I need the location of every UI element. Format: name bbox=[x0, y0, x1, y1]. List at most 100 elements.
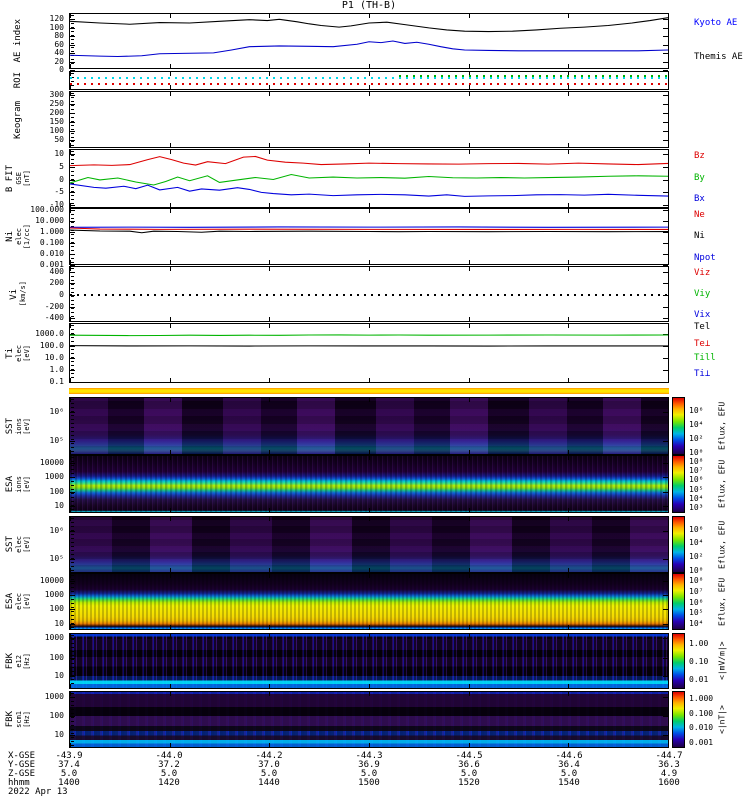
axis-value: 36.6 bbox=[458, 760, 480, 770]
axis-value: 5.0 bbox=[560, 769, 578, 779]
colorbar-tick: 10⁸ bbox=[689, 456, 704, 466]
colorbar-tick: 10⁴ bbox=[689, 538, 704, 548]
x-major-tick bbox=[369, 324, 370, 328]
x-major-tick bbox=[169, 14, 171, 18]
x-major-tick bbox=[568, 64, 570, 68]
x-major-tick bbox=[568, 634, 570, 638]
x-major-tick bbox=[70, 456, 71, 460]
x-major-tick bbox=[369, 203, 370, 207]
ylabel-line: [eV] bbox=[23, 417, 31, 435]
panel-ylabel-sst-ions: SST ions [eV] bbox=[2, 397, 34, 455]
axis-row-label: hhmm bbox=[8, 778, 30, 788]
y-major-tick bbox=[663, 346, 668, 348]
x-major-tick bbox=[668, 568, 669, 572]
panel-esa-elec bbox=[69, 573, 669, 630]
ylabel-line: scm1 bbox=[15, 711, 23, 728]
x-major-tick bbox=[568, 568, 570, 572]
legend-ni: Ni bbox=[694, 230, 705, 241]
legend-till: Till bbox=[694, 353, 716, 364]
y-major-tick bbox=[663, 271, 668, 273]
x-major-tick bbox=[668, 150, 669, 154]
colorbar-unit: Eflux, EFU bbox=[717, 401, 727, 451]
x-major-tick bbox=[269, 450, 271, 454]
colorbar-sst-ions bbox=[672, 397, 685, 455]
x-major-tick bbox=[668, 64, 669, 68]
colorbar-tick: 10⁴ bbox=[689, 419, 704, 429]
y-major-tick bbox=[70, 346, 75, 348]
panel-ni bbox=[69, 208, 669, 266]
ylabel-line: B FIT bbox=[5, 164, 15, 193]
ylabel-line: SST bbox=[5, 536, 15, 553]
y-tick-label: -10 bbox=[49, 200, 64, 210]
y-major-tick bbox=[70, 19, 75, 21]
panel-roi bbox=[69, 71, 669, 90]
y-tick-label: 100 bbox=[49, 652, 64, 662]
colorbar-tick: 10⁴ bbox=[689, 619, 704, 629]
x-major-tick bbox=[169, 143, 171, 147]
ylabel-line: Ni bbox=[5, 231, 15, 242]
x-major-tick bbox=[369, 398, 370, 402]
date-label: 2022 Apr 13 bbox=[8, 787, 68, 797]
y-major-tick bbox=[70, 462, 75, 464]
legend-themis-ae: Themis AE bbox=[694, 52, 743, 63]
colorbar-fbk-e bbox=[672, 633, 685, 689]
legend-by: By bbox=[694, 172, 705, 183]
y-tick-label: 10.000 bbox=[35, 216, 64, 226]
x-major-tick bbox=[169, 209, 171, 213]
series-kyoto-ae bbox=[70, 17, 668, 33]
y-tick-label: 0 bbox=[59, 290, 64, 299]
y-major-tick bbox=[663, 595, 668, 597]
legend-vix: Vix bbox=[694, 309, 711, 320]
x-major-tick bbox=[70, 625, 71, 629]
y-tick-label: 200 bbox=[49, 107, 64, 117]
x-major-tick bbox=[468, 634, 470, 638]
y-tick-label: 150 bbox=[49, 116, 64, 126]
y-major-tick bbox=[663, 462, 668, 464]
x-major-tick bbox=[468, 150, 470, 154]
panel-ti bbox=[69, 323, 669, 384]
axis-minor-ticks bbox=[71, 15, 74, 67]
x-major-tick bbox=[668, 267, 669, 271]
x-major-tick bbox=[468, 456, 470, 460]
x-major-tick bbox=[668, 72, 669, 76]
x-major-tick bbox=[70, 743, 71, 747]
x-major-tick bbox=[169, 692, 171, 696]
x-major-tick bbox=[568, 684, 570, 688]
x-major-tick bbox=[369, 456, 370, 460]
x-major-tick bbox=[568, 14, 570, 18]
x-major-tick bbox=[668, 634, 669, 638]
y-major-tick bbox=[70, 609, 75, 611]
x-major-tick bbox=[269, 143, 271, 147]
x-major-tick bbox=[269, 625, 271, 629]
y-major-tick bbox=[663, 715, 668, 717]
y-major-tick bbox=[70, 559, 75, 561]
colorbar-tick: 10⁶ bbox=[689, 524, 704, 534]
colorbar-tick: 10⁴ bbox=[689, 493, 704, 503]
x-major-tick bbox=[70, 85, 71, 89]
x-major-tick bbox=[169, 625, 171, 629]
plot-title: P1 (TH-B) bbox=[341, 0, 397, 11]
ylabel-line: [eV] bbox=[23, 536, 31, 553]
colorbar-tick: 0.10 bbox=[689, 657, 709, 666]
x-major-tick bbox=[668, 625, 669, 629]
axis-value: -44.2 bbox=[255, 751, 283, 761]
ylabel-line: ESA bbox=[5, 475, 15, 493]
x-major-tick bbox=[369, 150, 370, 154]
x-major-tick bbox=[70, 260, 71, 264]
axis-value: 5.0 bbox=[460, 769, 478, 779]
colorbar-unit: <|nT|> bbox=[717, 705, 727, 734]
x-major-tick bbox=[169, 568, 171, 572]
y-tick-label: 10000 bbox=[39, 457, 64, 467]
x-major-tick bbox=[169, 574, 171, 578]
x-major-tick bbox=[668, 517, 669, 521]
x-major-tick bbox=[369, 260, 370, 264]
axis-value: 5.0 bbox=[160, 769, 178, 779]
x-major-tick bbox=[568, 625, 570, 629]
x-major-tick bbox=[668, 456, 669, 460]
x-major-tick bbox=[568, 260, 570, 264]
colorbar-tick: 10² bbox=[689, 551, 704, 561]
x-major-tick bbox=[369, 85, 370, 89]
series-by bbox=[70, 173, 668, 186]
y-major-tick bbox=[663, 70, 668, 71]
x-major-tick bbox=[668, 692, 669, 696]
